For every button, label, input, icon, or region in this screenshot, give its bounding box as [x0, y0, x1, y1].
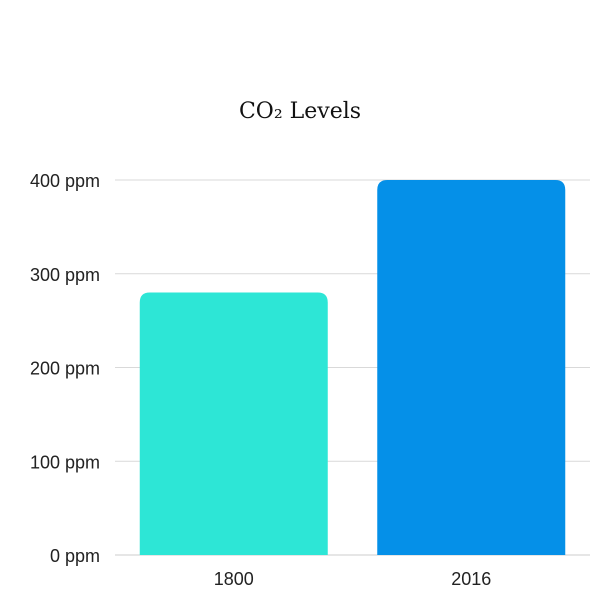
bar-1800: [139, 292, 328, 555]
chart-title: CO₂ Levels: [239, 99, 361, 124]
y-tick-label: 200 ppm: [30, 359, 100, 379]
bars: [139, 180, 566, 555]
y-tick-label: 0 ppm: [50, 546, 100, 566]
x-axis-categories: 1800 2016: [214, 569, 492, 589]
x-category-label: 2016: [451, 569, 491, 589]
y-tick-label: 100 ppm: [30, 452, 100, 472]
y-tick-label: 300 ppm: [30, 265, 100, 285]
bar-2016: [377, 180, 566, 555]
y-tick-label: 400 ppm: [30, 171, 100, 191]
y-axis-ticks: 0 ppm 100 ppm 200 ppm 300 ppm 400 ppm: [30, 171, 100, 566]
x-category-label: 1800: [214, 569, 254, 589]
